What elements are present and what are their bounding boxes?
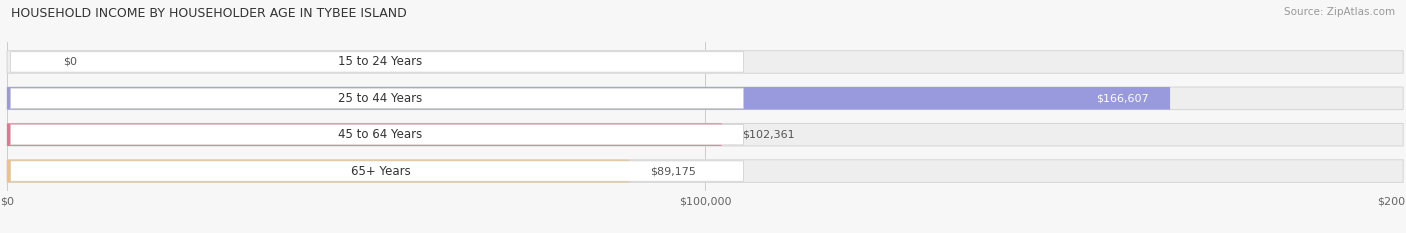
FancyBboxPatch shape bbox=[7, 51, 1403, 73]
Text: $102,361: $102,361 bbox=[742, 130, 796, 140]
Text: 65+ Years: 65+ Years bbox=[350, 164, 411, 178]
Text: 15 to 24 Years: 15 to 24 Years bbox=[339, 55, 423, 69]
Text: 25 to 44 Years: 25 to 44 Years bbox=[339, 92, 423, 105]
Text: 45 to 64 Years: 45 to 64 Years bbox=[339, 128, 423, 141]
FancyBboxPatch shape bbox=[7, 87, 1403, 110]
FancyBboxPatch shape bbox=[10, 52, 744, 72]
Text: $89,175: $89,175 bbox=[651, 166, 696, 176]
FancyBboxPatch shape bbox=[7, 87, 1170, 110]
Text: $166,607: $166,607 bbox=[1097, 93, 1149, 103]
FancyBboxPatch shape bbox=[7, 160, 630, 182]
FancyBboxPatch shape bbox=[7, 123, 721, 146]
FancyBboxPatch shape bbox=[10, 161, 744, 181]
FancyBboxPatch shape bbox=[10, 88, 744, 109]
Text: $0: $0 bbox=[63, 57, 77, 67]
FancyBboxPatch shape bbox=[7, 123, 1403, 146]
FancyBboxPatch shape bbox=[10, 124, 744, 145]
Text: Source: ZipAtlas.com: Source: ZipAtlas.com bbox=[1284, 7, 1395, 17]
FancyBboxPatch shape bbox=[7, 160, 1403, 182]
Text: HOUSEHOLD INCOME BY HOUSEHOLDER AGE IN TYBEE ISLAND: HOUSEHOLD INCOME BY HOUSEHOLDER AGE IN T… bbox=[11, 7, 406, 20]
